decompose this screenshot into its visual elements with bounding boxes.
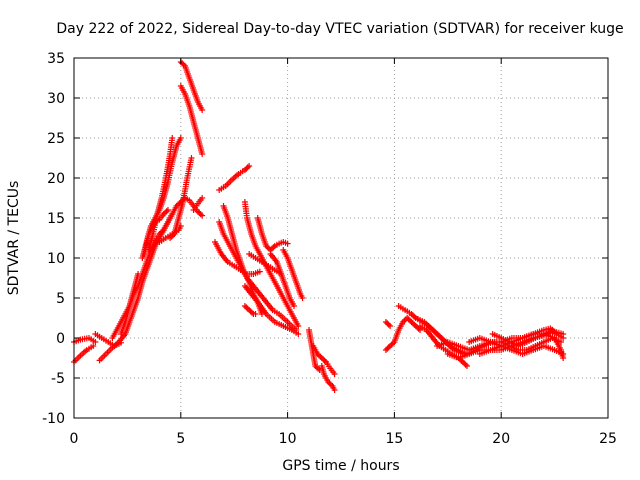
plus-markers	[280, 247, 306, 301]
y-tick-label: -10	[42, 411, 65, 427]
x-tick-label: 15	[385, 431, 403, 447]
point-track	[466, 335, 567, 357]
plus-markers	[241, 303, 259, 317]
x-tick-label: 5	[176, 431, 185, 447]
x-tick-label: 25	[599, 431, 617, 447]
plus-markers	[156, 223, 184, 245]
plus-markers	[382, 315, 424, 353]
point-track	[216, 219, 300, 333]
y-tick-label: 30	[47, 91, 65, 107]
point-track	[71, 335, 99, 345]
y-tick-label: 5	[56, 291, 65, 307]
plus-markers	[241, 199, 302, 329]
plus-markers	[241, 283, 302, 337]
point-track	[246, 251, 285, 277]
plus-markers	[216, 163, 253, 193]
point-track	[212, 239, 263, 277]
chart-title: Day 222 of 2022, Sidereal Day-to-day VTE…	[56, 21, 623, 37]
x-axis-label: GPS time / hours	[282, 458, 399, 474]
plus-markers	[141, 207, 171, 257]
plus-markers	[212, 239, 263, 277]
point-track	[145, 135, 176, 253]
plus-markers	[71, 335, 99, 345]
plus-markers	[118, 271, 142, 337]
point-track	[323, 359, 338, 377]
point-track	[489, 327, 556, 349]
y-axis-label: SDTVAR / TECUs	[6, 181, 22, 296]
point-track	[71, 343, 97, 365]
point-track	[280, 247, 306, 301]
y-tick-label: -5	[51, 371, 65, 387]
point-track	[254, 215, 291, 253]
point-track	[109, 211, 176, 341]
plus-markers	[254, 215, 291, 253]
plot-frame	[73, 57, 609, 419]
point-track	[318, 363, 338, 393]
plus-markers	[71, 343, 97, 365]
plus-markers	[145, 135, 176, 253]
y-tick-label: 25	[47, 131, 65, 147]
point-track	[382, 315, 424, 353]
plus-markers	[177, 83, 206, 157]
plus-markers	[323, 359, 338, 377]
x-tick-label: 20	[492, 431, 510, 447]
point-track	[267, 251, 298, 309]
plus-markers	[246, 251, 285, 277]
y-tick-label: 20	[47, 171, 65, 187]
plus-markers	[190, 195, 206, 213]
plus-markers	[466, 335, 567, 357]
point-track	[216, 163, 253, 193]
x-tick-label: 0	[70, 431, 79, 447]
y-tick-label: 35	[47, 51, 65, 67]
point-track	[156, 223, 184, 245]
point-track	[177, 83, 206, 157]
data-points	[71, 59, 567, 393]
point-track	[310, 343, 330, 365]
point-track	[241, 283, 302, 337]
point-track	[241, 199, 302, 329]
y-tick-label: 0	[56, 331, 65, 347]
plus-markers	[382, 319, 394, 329]
axis-ticks: 0 5 10 15 20 25 -10 -5 0 5 10 15 20 25 30 35	[42, 51, 617, 447]
y-tick-label: 15	[47, 211, 65, 227]
point-track	[118, 271, 142, 337]
point-track	[190, 195, 206, 213]
plus-markers	[267, 251, 298, 309]
y-tick-label: 10	[47, 251, 65, 267]
x-tick-label: 10	[279, 431, 297, 447]
point-track	[382, 319, 394, 329]
point-track	[141, 207, 171, 257]
point-track	[241, 303, 259, 317]
plus-markers	[310, 343, 330, 365]
plus-markers	[216, 219, 300, 333]
plus-markers	[109, 211, 176, 341]
plus-markers	[489, 327, 556, 349]
plus-markers	[318, 363, 338, 393]
